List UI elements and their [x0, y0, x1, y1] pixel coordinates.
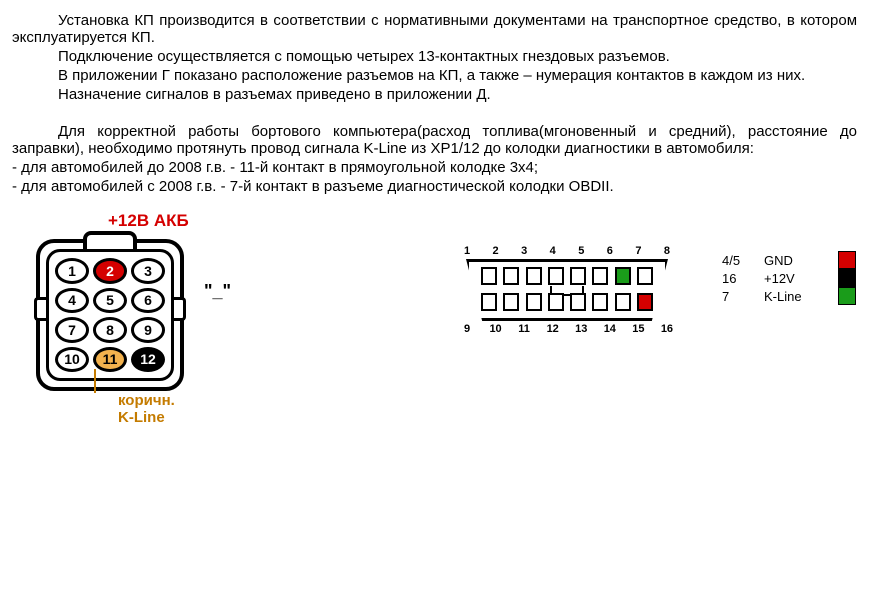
obd-num: 1	[458, 245, 476, 257]
legend-swatch	[838, 269, 856, 287]
obd-num: 2	[487, 245, 505, 257]
connector-pin-1: 1	[55, 258, 89, 284]
legend-row: 4/5 GND	[722, 251, 856, 269]
connector-pin-11: 11	[93, 347, 127, 373]
obd-body	[466, 259, 668, 321]
legend-row: 7 K-Line	[722, 287, 856, 305]
list-item: - для автомобилей до 2008 г.в. - 11-й ко…	[12, 159, 857, 176]
obd-pin	[548, 293, 564, 311]
paragraph: В приложении Г показано расположение раз…	[12, 67, 857, 84]
obd-pin	[637, 293, 653, 311]
legend-label: GND	[764, 253, 824, 268]
obd-pin	[592, 293, 608, 311]
legend-row: 16 +12V	[722, 269, 856, 287]
connector-body: 123456789101112	[36, 239, 184, 391]
connector-pin-8: 8	[93, 317, 127, 343]
legend-pin: 16	[722, 271, 750, 286]
label-line: коричн.	[118, 393, 175, 410]
legend-swatch	[838, 251, 856, 269]
connector-pin-10: 10	[55, 347, 89, 373]
connector-3x4: +12В АКБ 123456789101112 "_" коричн. K-L…	[12, 215, 242, 425]
connector-pin-2: 2	[93, 258, 127, 284]
connector-pin-4: 4	[55, 288, 89, 314]
obd-pin-row-top	[481, 267, 653, 287]
paragraph: Подключение осуществляется с помощью чет…	[12, 48, 857, 65]
obd-pin	[615, 267, 631, 285]
obd-pin	[481, 293, 497, 311]
connector-pin-grid: 123456789101112	[46, 249, 174, 381]
label-minus: "_"	[204, 281, 231, 302]
obd-num: 15	[629, 323, 647, 335]
obd-num: 10	[487, 323, 505, 335]
obd-num: 6	[601, 245, 619, 257]
obd-numbers-bottom: 9 10 11 12 13 14 15 16	[452, 323, 682, 335]
label-line: K-Line	[118, 410, 175, 427]
label-kline-brown: коричн. K-Line	[118, 393, 175, 426]
legend-pin: 7	[722, 289, 750, 304]
obd-num: 14	[601, 323, 619, 335]
list-item: - для автомобилей с 2008 г.в. - 7-й конт…	[12, 178, 857, 195]
obd-legend: 4/5 GND 16 +12V 7 K-Line	[722, 251, 856, 305]
obd-num: 12	[544, 323, 562, 335]
paragraph: Установка КП производится в соответствии…	[12, 12, 857, 46]
lead-line-bottom	[94, 369, 96, 393]
connector-pin-5: 5	[93, 288, 127, 314]
obd-pin	[637, 267, 653, 285]
connector-notch	[173, 297, 186, 321]
connector-pin-7: 7	[55, 317, 89, 343]
obd-num: 3	[515, 245, 533, 257]
connector-pin-9: 9	[131, 317, 165, 343]
label-12v-akb: +12В АКБ	[108, 211, 189, 231]
obd-pin	[592, 267, 608, 285]
obd-num: 4	[544, 245, 562, 257]
legend-swatch	[838, 287, 856, 305]
obd-num: 11	[515, 323, 533, 335]
connector-tab	[83, 231, 137, 249]
obd-pin	[570, 267, 586, 285]
obd-pin	[570, 293, 586, 311]
obd-pin	[526, 267, 542, 285]
diagrams-row: +12В АКБ 123456789101112 "_" коричн. K-L…	[12, 215, 857, 425]
obd-pin	[503, 293, 519, 311]
legend-pin: 4/5	[722, 253, 750, 268]
connector-obd: 12345678 910111213141516	[452, 245, 682, 335]
obd-num: 16	[658, 323, 676, 335]
connector-pin-6: 6	[131, 288, 165, 314]
connector-pin-12: 12	[131, 347, 165, 373]
obd-num: 13	[572, 323, 590, 335]
legend-label: +12V	[764, 271, 824, 286]
obd-numbers-top: 12345678	[452, 245, 682, 257]
obd-pin-row-bottom	[481, 293, 653, 313]
obd-pin	[481, 267, 497, 285]
obd-num: 9	[458, 323, 476, 335]
obd-num: 8	[658, 245, 676, 257]
obd-pin	[548, 267, 564, 285]
obd-pin	[526, 293, 542, 311]
obd-pin	[503, 267, 519, 285]
obd-num: 7	[629, 245, 647, 257]
obd-num: 5	[572, 245, 590, 257]
obd-pin	[615, 293, 631, 311]
paragraph: Для корректной работы бортового компьюте…	[12, 123, 857, 157]
paragraph: Назначение сигналов в разъемах приведено…	[12, 86, 857, 103]
legend-label: K-Line	[764, 289, 824, 304]
connector-pin-3: 3	[131, 258, 165, 284]
